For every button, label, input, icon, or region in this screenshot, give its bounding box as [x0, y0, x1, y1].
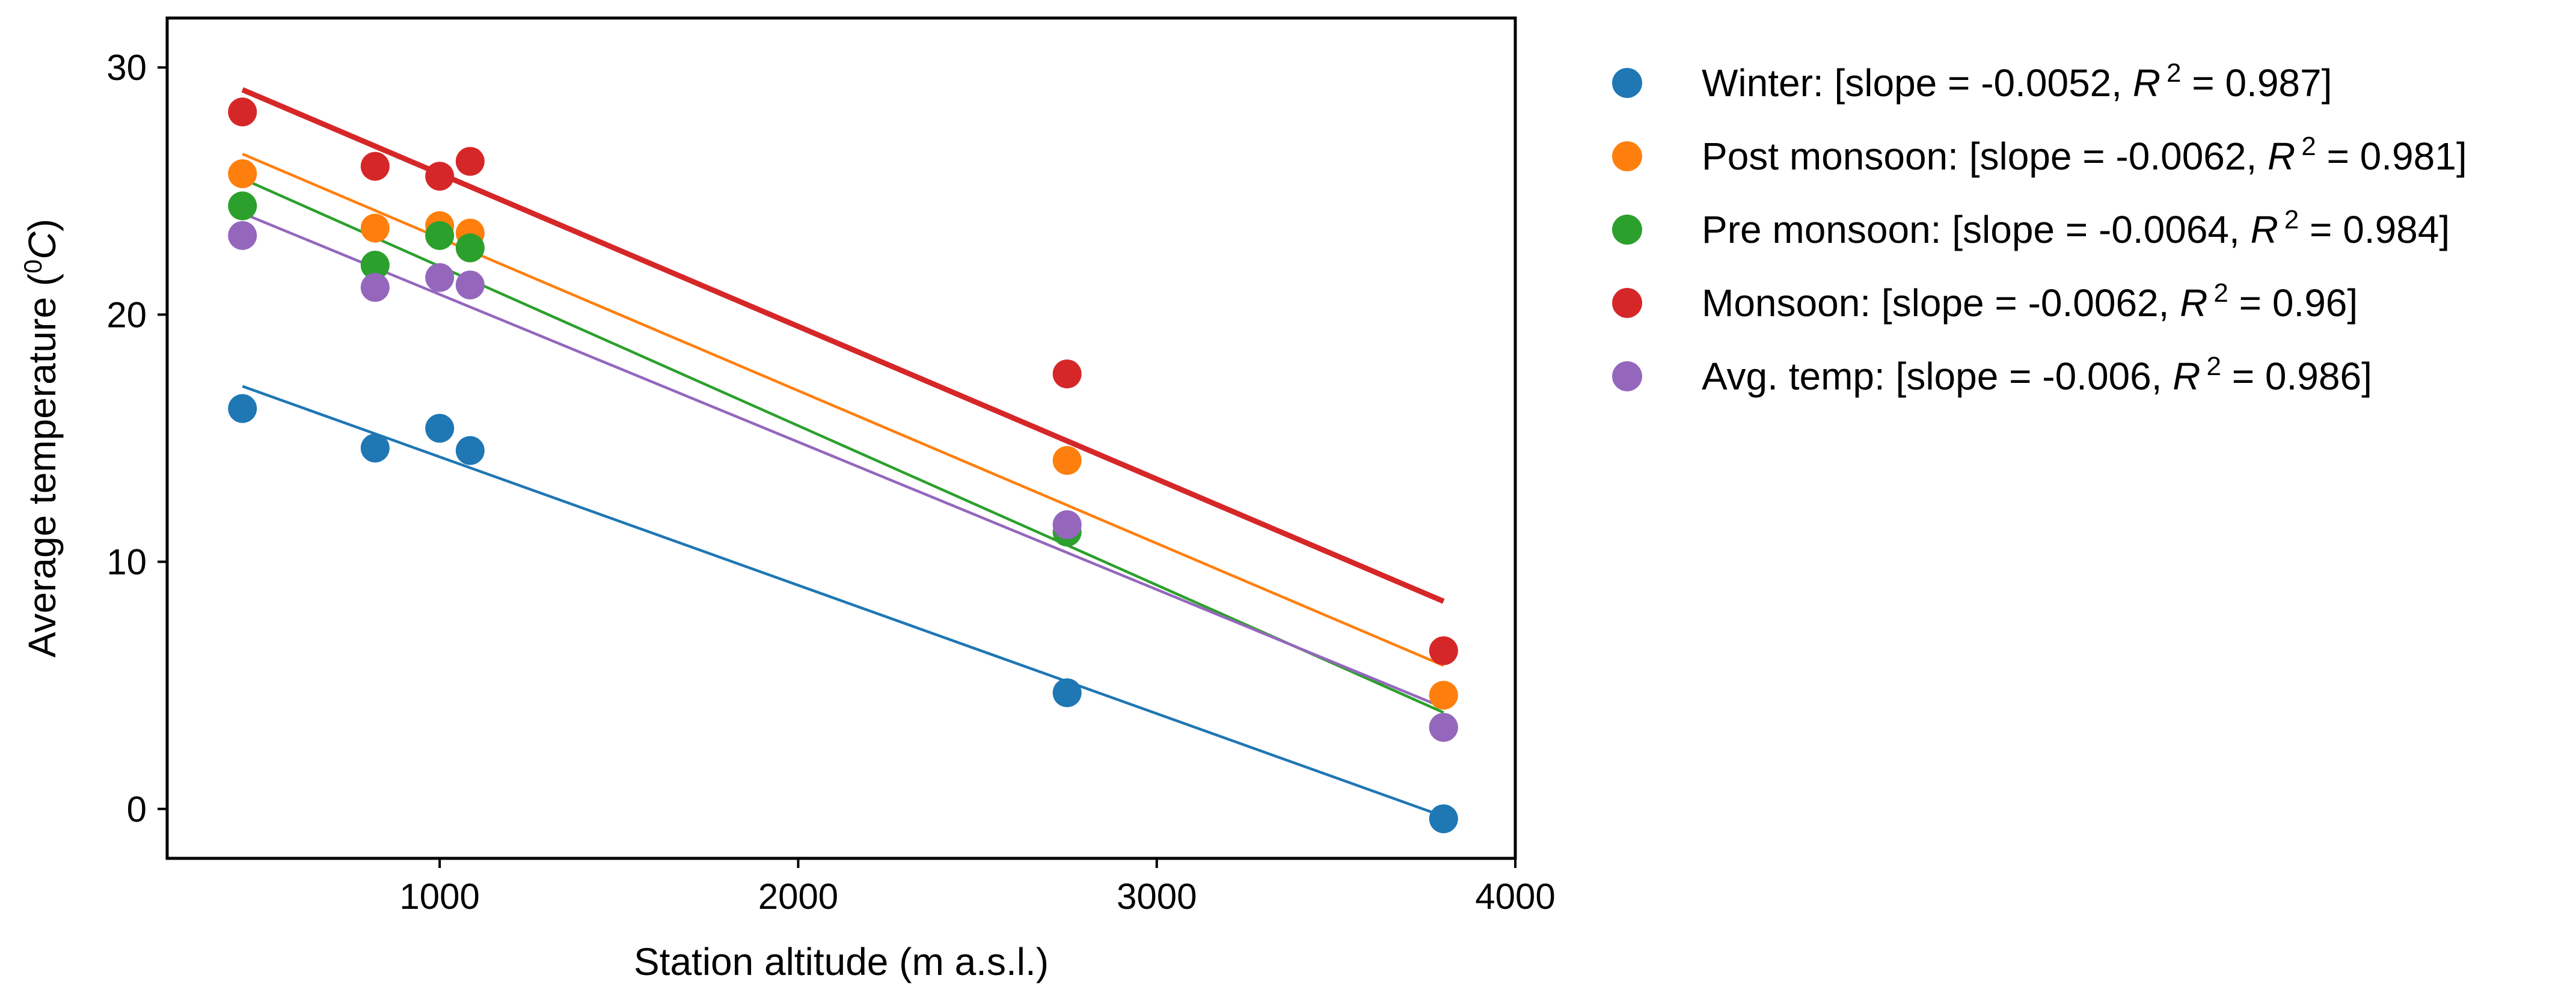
fit-line-avg-temp — [242, 212, 1444, 709]
y-axis-ticks: 0 10 20 30 — [106, 47, 167, 829]
point-monsoon — [360, 151, 390, 181]
x-axis-ticks: 1000 2000 3000 4000 — [399, 858, 1556, 917]
axes-frame — [165, 16, 1517, 860]
point-avg-temp — [1052, 510, 1082, 539]
point-pre-monsoon — [360, 251, 390, 280]
fit-line-post-monsoon — [242, 153, 1444, 667]
point-pre-monsoon — [228, 191, 257, 221]
legend-text-r: R — [2180, 281, 2207, 325]
legend-text-prefix: Post monsoon: [slope = -0.0062, — [1702, 135, 2268, 178]
y-tick-label: 0 — [127, 789, 147, 829]
x-tick-label: 3000 — [1117, 876, 1197, 917]
point-post-monsoon — [1429, 680, 1458, 710]
point-post-monsoon — [228, 159, 257, 189]
y-tick-label: 30 — [106, 47, 147, 88]
x-tick-label: 2000 — [758, 876, 838, 917]
y-tick-label: 20 — [106, 295, 147, 335]
legend-text-sup: 2 — [2167, 58, 2181, 88]
legend-text-suffix: = 0.96] — [2228, 281, 2358, 325]
point-post-monsoon — [1052, 446, 1082, 475]
y-axis-label-superscript: 0 — [19, 260, 47, 273]
legend-text-r: R — [2268, 135, 2295, 178]
y-axis-label-unit: C — [20, 231, 64, 260]
point-winter — [360, 433, 390, 463]
legend-text-r: R — [2133, 61, 2160, 105]
legend-marker-winter — [1612, 68, 1642, 98]
legend-marker-avg-temp — [1612, 361, 1642, 391]
point-monsoon — [425, 162, 455, 191]
legend-text-prefix: Pre monsoon: [slope = -0.0064, — [1702, 208, 2251, 251]
y-axis-label: Average temperature (0C) — [19, 219, 64, 658]
legend-text-sup: 2 — [2301, 132, 2316, 161]
point-winter — [425, 414, 455, 443]
point-avg-temp — [360, 273, 390, 302]
fit-line-monsoon — [241, 87, 1445, 604]
point-monsoon — [1052, 359, 1082, 389]
point-winter — [228, 394, 257, 423]
point-post-monsoon — [360, 213, 390, 243]
legend-text-r: R — [2251, 208, 2278, 251]
legend-text-sup: 2 — [2213, 278, 2228, 308]
legend-marker-pre-monsoon — [1612, 215, 1642, 245]
legend-marker-monsoon — [1612, 288, 1642, 318]
x-axis-label: Station altitude (m a.s.l.) — [634, 940, 1049, 983]
data-points — [228, 97, 1458, 834]
fit-lines — [241, 87, 1445, 818]
point-winter — [1429, 804, 1458, 834]
fit-line-winter — [242, 385, 1444, 818]
legend-text-prefix: Avg. temp: [slope = -0.006, — [1702, 355, 2173, 398]
legend-text-suffix: = 0.986] — [2221, 355, 2372, 398]
y-axis-label-prefix: Average temperature ( — [20, 273, 64, 658]
x-tick-label: 1000 — [399, 876, 479, 917]
legend-text-r: R — [2173, 355, 2200, 398]
point-winter — [1052, 678, 1082, 707]
legend-text-suffix: = 0.984] — [2299, 208, 2450, 251]
point-avg-temp — [425, 263, 455, 292]
x-tick-label: 4000 — [1475, 876, 1555, 917]
point-avg-temp — [1429, 713, 1458, 742]
y-tick-label: 10 — [106, 542, 147, 582]
legend-text-sup: 2 — [2284, 205, 2299, 234]
legend-text-sup: 2 — [2207, 352, 2221, 381]
legend-text-suffix: = 0.987] — [2182, 61, 2332, 105]
point-winter — [455, 436, 485, 465]
legend-text-prefix: Monsoon: [slope = -0.0062, — [1702, 281, 2180, 325]
point-pre-monsoon — [455, 233, 485, 263]
point-pre-monsoon — [425, 221, 455, 250]
legend-marker-post-monsoon — [1612, 141, 1642, 171]
legend-text-prefix: Winter: [slope = -0.0052, — [1702, 61, 2133, 105]
point-avg-temp — [228, 221, 257, 250]
point-monsoon — [1429, 636, 1458, 665]
point-monsoon — [455, 147, 485, 176]
legend-text-suffix: = 0.981] — [2316, 135, 2467, 178]
point-monsoon — [228, 97, 257, 127]
y-axis-label-suffix: ) — [20, 219, 64, 231]
point-avg-temp — [455, 270, 485, 300]
